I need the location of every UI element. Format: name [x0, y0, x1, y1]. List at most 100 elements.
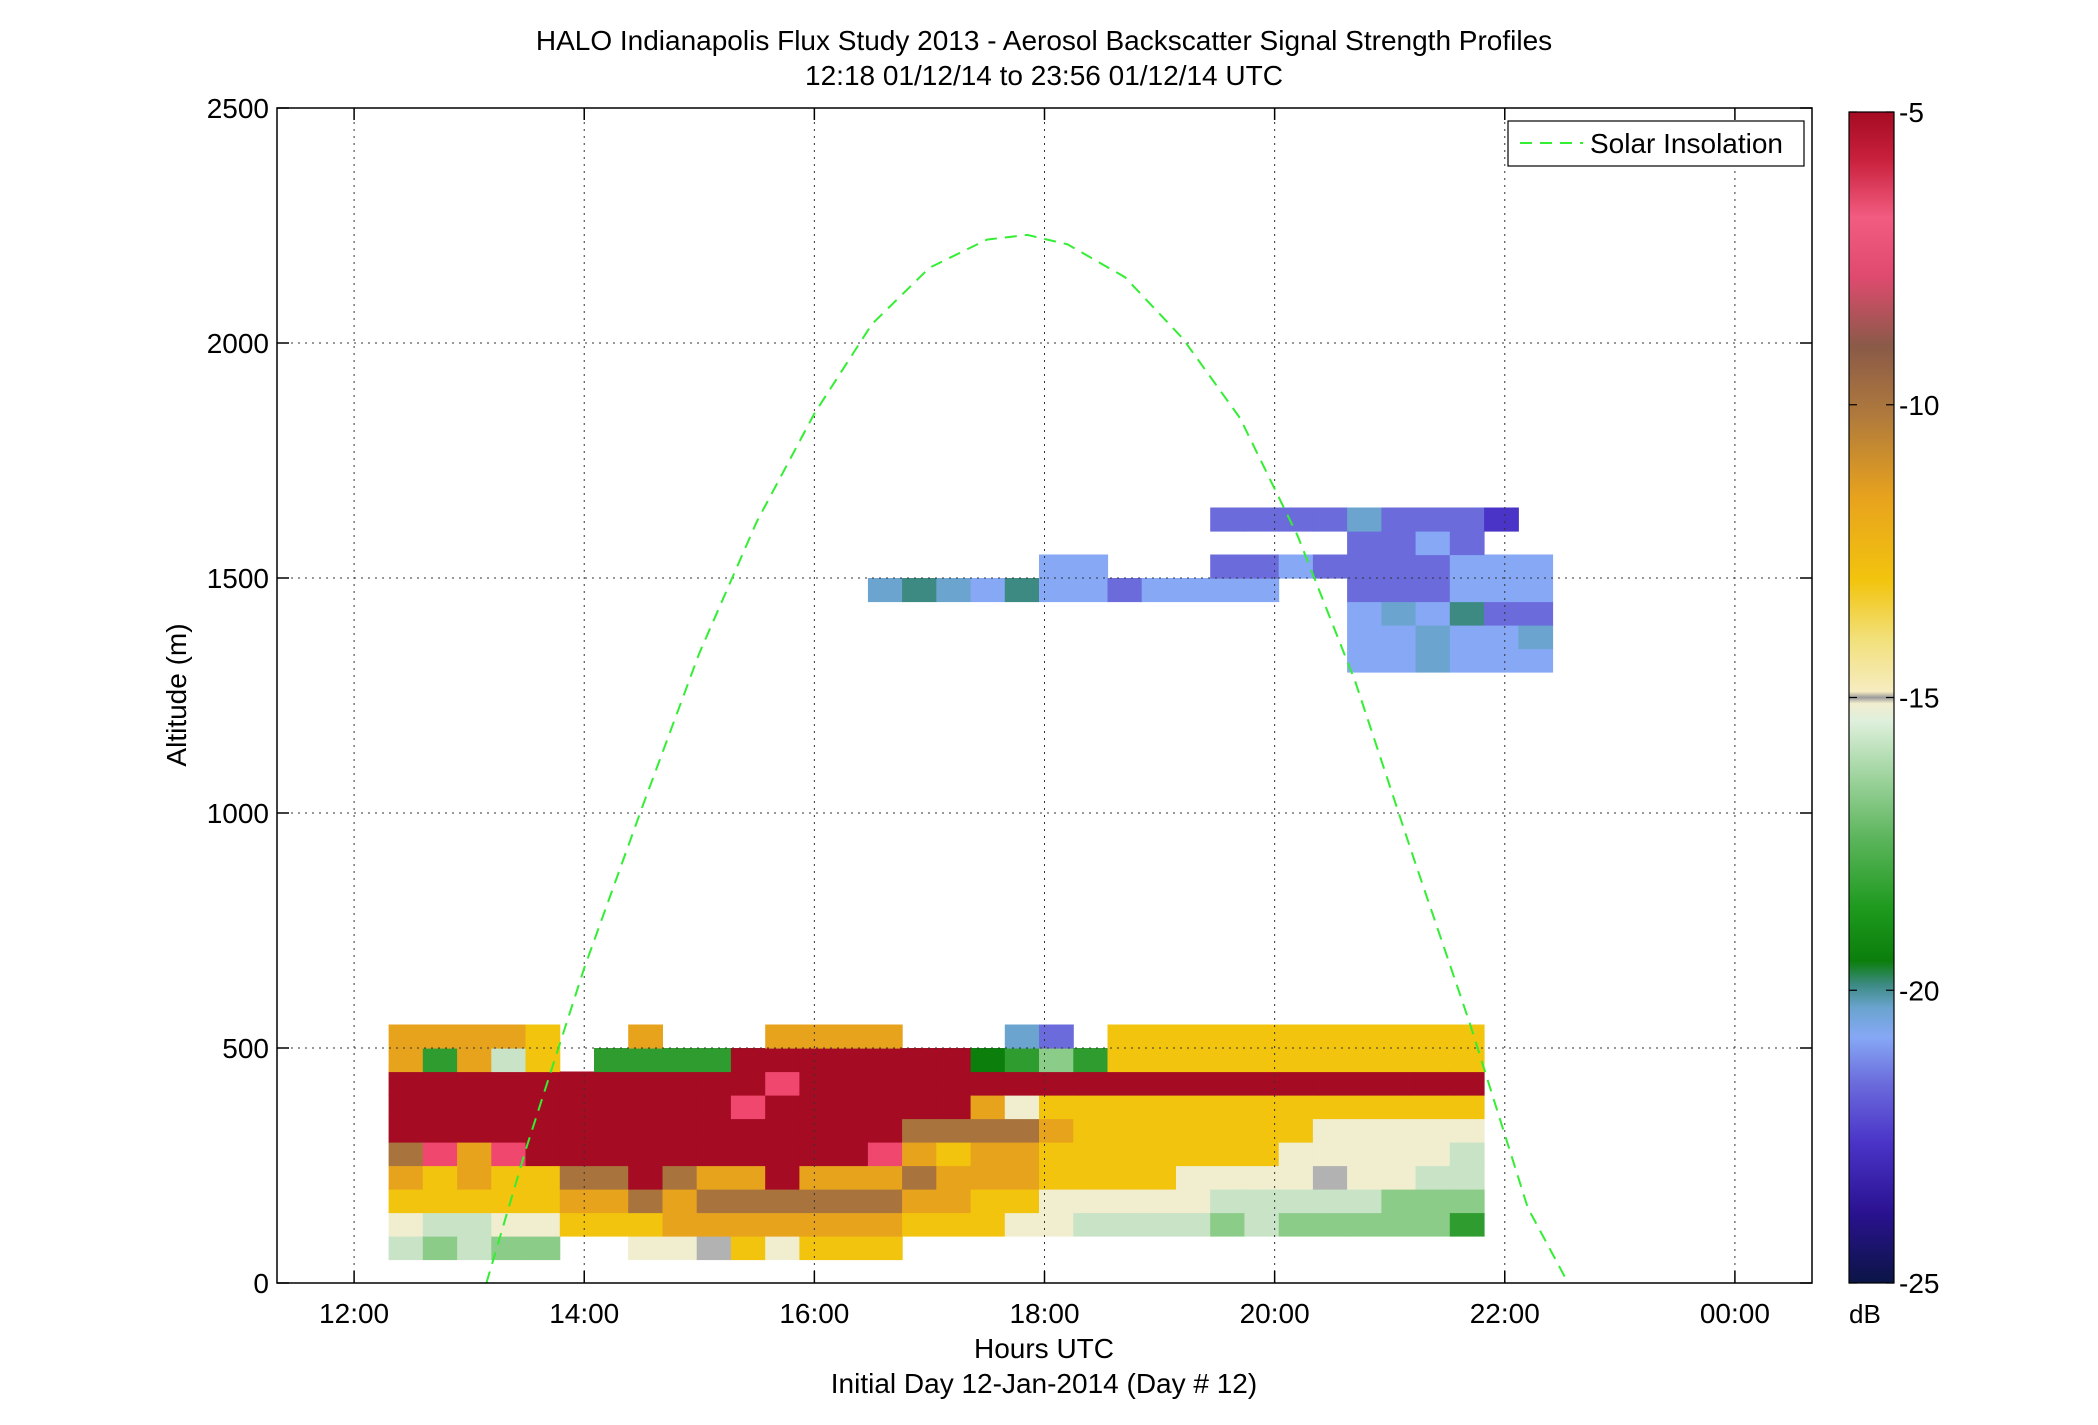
chart-subtitle: 12:18 01/12/14 to 23:56 01/12/14 UTC: [805, 60, 1283, 91]
heatmap-cell: [730, 1048, 766, 1073]
heatmap-cell: [1004, 1118, 1040, 1143]
heatmap-cell: [1484, 648, 1519, 673]
heatmap-cell: [1210, 1048, 1245, 1073]
heatmap-cell: [594, 1118, 629, 1143]
heatmap-cell: [1381, 1095, 1417, 1120]
heatmap-cell: [696, 1165, 732, 1190]
heatmap-cell: [525, 1142, 561, 1167]
heatmap-cell: [1278, 1165, 1314, 1190]
heatmap-cell: [628, 1048, 663, 1073]
heatmap-cell: [422, 1024, 458, 1049]
heatmap-cell: [1312, 1071, 1348, 1096]
heatmap-cell: [594, 1095, 629, 1120]
heatmap-cell: [1073, 1118, 1109, 1143]
heatmap-cell: [970, 1165, 1006, 1190]
heatmap-cell: [867, 578, 903, 603]
heatmap-cell: [1004, 578, 1040, 603]
x-tick-label: 18:00: [1009, 1298, 1079, 1329]
heatmap-cell: [559, 1165, 595, 1190]
heatmap-cell: [594, 1165, 629, 1190]
heatmap-cell: [902, 1118, 937, 1143]
heatmap-cell: [867, 1024, 903, 1049]
heatmap-cell: [765, 1048, 800, 1073]
heatmap-cell: [1210, 1071, 1245, 1096]
heatmap-cell: [1347, 1024, 1382, 1049]
heatmap-cell: [799, 1236, 835, 1261]
heatmap-cell: [1415, 1212, 1451, 1237]
heatmap-cell: [1107, 1165, 1143, 1190]
heatmap-cell: [525, 1118, 561, 1143]
heatmap-cells: [388, 507, 1554, 1261]
heatmap-cell: [765, 1212, 800, 1237]
heatmap-cell: [730, 1165, 766, 1190]
heatmap-cell: [388, 1024, 424, 1049]
heatmap-cell: [559, 1118, 595, 1143]
heatmap-cell: [559, 1071, 595, 1096]
heatmap-cell: [833, 1236, 869, 1261]
heatmap-cell: [730, 1142, 766, 1167]
heatmap-cell: [662, 1165, 698, 1190]
heatmap-cell: [1244, 578, 1280, 603]
heatmap-cell: [1381, 531, 1417, 556]
heatmap-cell: [422, 1212, 458, 1237]
heatmap-cell: [1210, 1189, 1245, 1214]
heatmap-cell: [1039, 1095, 1074, 1120]
heatmap-cell: [1415, 1024, 1451, 1049]
heatmap-cell: [1210, 1142, 1245, 1167]
x-tick-label: 16:00: [779, 1298, 849, 1329]
heatmap-cell: [525, 1071, 561, 1096]
heatmap-cell: [1244, 1165, 1280, 1190]
heatmap-cell: [1244, 554, 1280, 579]
x-tick-label: 12:00: [319, 1298, 389, 1329]
heatmap-cell: [457, 1236, 492, 1261]
heatmap-cell: [799, 1142, 835, 1167]
heatmap-cell: [594, 1189, 629, 1214]
heatmap-cell: [1278, 1048, 1314, 1073]
heatmap-cell: [491, 1048, 527, 1073]
heatmap-cell: [422, 1071, 458, 1096]
heatmap-cell: [1004, 1048, 1040, 1073]
heatmap-cell: [1347, 648, 1382, 673]
heatmap-cell: [833, 1071, 869, 1096]
y-tick-label: 0: [253, 1268, 269, 1299]
heatmap-cell: [1347, 578, 1382, 603]
heatmap-cell: [1381, 554, 1417, 579]
heatmap-cell: [1210, 1095, 1245, 1120]
heatmap-cell: [1312, 1212, 1348, 1237]
heatmap-cell: [970, 1118, 1006, 1143]
heatmap-cell: [765, 1071, 800, 1096]
heatmap-cell: [867, 1118, 903, 1143]
heatmap-cell: [662, 1118, 698, 1143]
heatmap-cell: [422, 1165, 458, 1190]
heatmap-cell: [765, 1165, 800, 1190]
heatmap-cell: [1347, 1071, 1382, 1096]
x-axis-label: Hours UTC: [974, 1333, 1114, 1364]
heatmap-cell: [1415, 1118, 1451, 1143]
y-tick-label: 2000: [207, 328, 269, 359]
heatmap-cell: [765, 1189, 800, 1214]
heatmap-cell: [867, 1189, 903, 1214]
heatmap-cell: [1449, 554, 1485, 579]
heatmap-cell: [559, 1095, 595, 1120]
heatmap-cell: [559, 1212, 595, 1237]
heatmap-cell: [388, 1142, 424, 1167]
heatmap-cell: [936, 1165, 972, 1190]
heatmap-cell: [867, 1071, 903, 1096]
heatmap-cell: [491, 1095, 527, 1120]
heatmap-cell: [491, 1142, 527, 1167]
heatmap-cell: [1449, 1189, 1485, 1214]
heatmap-cell: [1176, 1189, 1211, 1214]
heatmap-cell: [1141, 1071, 1177, 1096]
heatmap-cell: [628, 1118, 663, 1143]
heatmap-cell: [936, 1118, 972, 1143]
heatmap-cell: [1449, 648, 1485, 673]
heatmap-cell: [902, 1095, 937, 1120]
heatmap-cell: [765, 1095, 800, 1120]
heatmap-cell: [1312, 554, 1348, 579]
heatmap-cell: [662, 1236, 698, 1261]
heatmap-cell: [1278, 1118, 1314, 1143]
heatmap-cell: [628, 1189, 663, 1214]
heatmap-cell: [970, 1071, 1006, 1096]
heatmap-cell: [628, 1095, 663, 1120]
